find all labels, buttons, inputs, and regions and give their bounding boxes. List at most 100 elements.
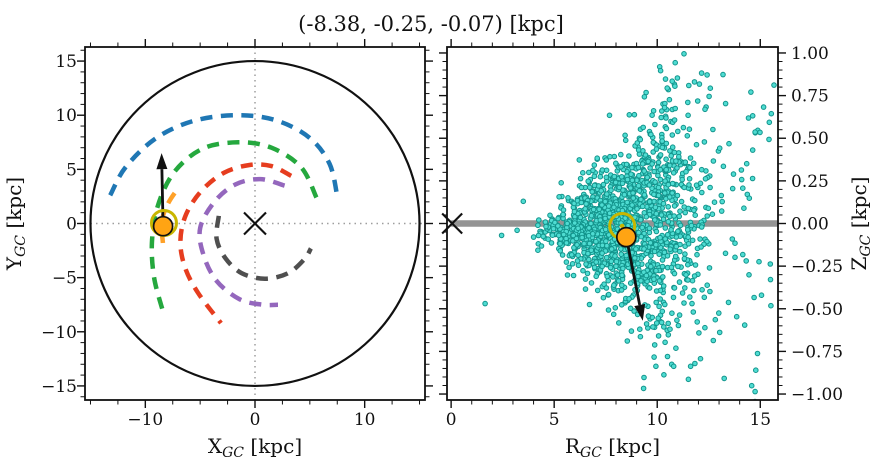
scatter-point [605,203,612,209]
scatter-point [618,287,625,293]
axes-frame [446,46,779,401]
scatter-point [749,147,756,153]
scatter-point [753,367,759,374]
scatter-point [662,225,669,231]
scatter-point [582,276,589,282]
scatter-point [599,242,606,249]
scatter-point [652,121,658,128]
scatter-point [564,272,571,278]
scatter-point [722,100,729,107]
scatter-point [655,172,661,179]
y-tick-label: 15 [55,52,77,72]
scatter-point [550,226,557,232]
spiral-sagittarius-carina-arm [178,162,293,325]
scatter-point [588,247,595,253]
scatter-point [588,212,595,219]
scatter-point [652,179,658,185]
scatter-point [608,258,615,265]
scatter-point [671,149,678,156]
scatter-point [574,258,581,264]
scatter-point [670,363,677,370]
rz-plane-panel: 0 5 10 15 1.00 0.75 0.50 0.25 0.00 −0.25 −0.50 −0.7… [439,39,874,461]
scatter-point [603,157,610,163]
scatter-point [751,294,757,301]
scatter-point [660,200,667,207]
scatter-point [577,175,584,182]
scatter-point [585,250,591,257]
scatter-point [574,242,580,248]
scatter-point [586,240,593,247]
scatter-point [618,174,625,180]
scatter-point [613,263,619,270]
scatter-point [658,212,665,218]
spiral-perseus-arm [149,140,319,312]
scatter-point [679,290,686,296]
scatter-point [637,326,643,333]
scatter-point [767,261,774,267]
scatter-point [686,126,693,132]
scatter-point [663,115,669,121]
scatter-point [591,162,598,168]
scatter-point [606,232,612,238]
scatter-point [608,187,614,193]
scatter-point [709,211,716,217]
scatter-point [655,192,662,199]
scatter-point [741,205,747,211]
scatter-point [563,240,570,246]
scatter-point [688,222,695,229]
scatter-point [683,168,689,175]
scatter-point [668,153,675,159]
y-tick-label: −15 [41,377,77,397]
scatter-point [659,257,666,263]
scatter-point [612,179,619,186]
scatter-point [650,324,656,330]
scatter-point [738,176,745,183]
scatter-point [580,267,586,274]
scatter-point [670,294,677,301]
scatter-point [746,272,752,278]
scatter-point [691,287,697,294]
scatter-point [639,224,646,231]
scatter-point [635,260,641,267]
scatter-point [766,119,773,126]
scatter-point [636,188,643,194]
scatter-point [676,279,683,285]
scatter-point [626,153,632,159]
y-tick-label: −1.00 [791,385,843,405]
y-tick-label: 0.00 [791,215,829,235]
scatter-point [655,184,662,191]
scatter-point [613,258,620,265]
scatter-point [565,195,571,201]
scatter-point [710,126,716,133]
x-axis-label: RGC [kpc] [565,434,660,461]
scatter-point [576,157,583,163]
scatter-point [689,300,695,307]
scatter-point [692,360,698,367]
scatter-point [628,328,635,334]
scatter-point [682,209,689,216]
scatter-point [555,223,561,229]
galaxy-boundary-circle [89,59,421,388]
scatter-point [707,288,713,295]
scatter-point [624,199,631,206]
scatter-point [683,272,689,278]
scatter-point [657,296,664,302]
spiral-norma-arm [214,215,313,281]
scatter-point [610,311,617,318]
scatter-point [653,210,660,217]
scatter-point [661,324,667,330]
scatter-point [681,51,687,57]
scatter-point [641,192,648,198]
y-tick-label: 0 [66,215,77,235]
scatter-point [619,282,625,289]
velocity-arrow-head [634,303,646,321]
scatter-point [669,310,675,317]
scatter-point [586,169,592,176]
scatter-point [687,294,693,300]
scatter-point [582,206,589,212]
scatter-point [685,205,692,212]
scatter-point [665,218,672,225]
scatter-point [758,292,765,299]
scatter-point [604,191,610,197]
scatter-point [661,372,667,378]
